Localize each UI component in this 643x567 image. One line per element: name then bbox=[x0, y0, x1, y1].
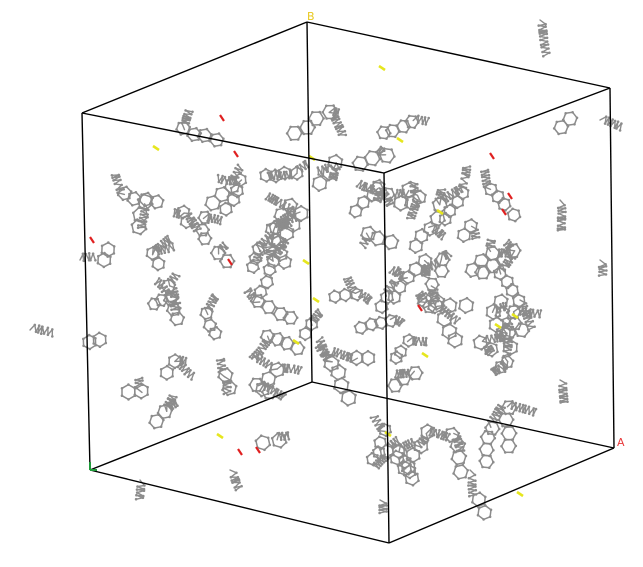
molecule bbox=[438, 165, 472, 227]
molecule bbox=[478, 403, 507, 470]
alkyl-chain bbox=[597, 259, 608, 277]
molecule bbox=[480, 168, 522, 223]
molecule bbox=[376, 114, 431, 140]
cell-edge-top-left bbox=[81, 21, 308, 114]
molecule bbox=[130, 193, 154, 236]
alkyl-chain bbox=[29, 323, 54, 338]
molecule bbox=[474, 238, 522, 280]
molecular-structures bbox=[29, 19, 623, 521]
cell-edge-back-left bbox=[306, 21, 313, 383]
molecule bbox=[374, 279, 400, 315]
aromatic-unit bbox=[96, 241, 116, 269]
origin-axis-marker bbox=[89, 462, 97, 471]
aromatic-unit bbox=[82, 331, 108, 351]
alkyl-chain bbox=[556, 199, 567, 232]
molecule bbox=[314, 336, 357, 407]
axis-label-a: A bbox=[617, 436, 625, 449]
molecule bbox=[148, 394, 179, 430]
molecule bbox=[328, 276, 373, 305]
molecule bbox=[172, 204, 202, 233]
alkyl-chain bbox=[229, 469, 243, 492]
molecule bbox=[421, 277, 441, 314]
molecule bbox=[387, 365, 424, 393]
molecule bbox=[110, 173, 165, 210]
molecule bbox=[311, 153, 344, 192]
cell-edge-front-bottom bbox=[89, 469, 390, 544]
alkyl-chain bbox=[599, 115, 623, 132]
molecule bbox=[248, 377, 288, 401]
molecule bbox=[259, 159, 310, 184]
molecule bbox=[359, 225, 400, 251]
cell-edge-front-left bbox=[81, 112, 91, 471]
molecule bbox=[248, 350, 303, 398]
molecule bbox=[264, 192, 299, 224]
molecule bbox=[243, 287, 299, 325]
molecule bbox=[330, 347, 376, 367]
molecule bbox=[472, 332, 506, 358]
alkyl-chain bbox=[537, 19, 551, 58]
alkyl-chain bbox=[378, 499, 388, 515]
cell-edge-front-top bbox=[81, 112, 385, 174]
alkyl-chain bbox=[134, 479, 146, 501]
cell-edge-front-right bbox=[383, 172, 390, 544]
molecule bbox=[353, 313, 406, 335]
molecule bbox=[464, 238, 501, 279]
molecule bbox=[160, 272, 186, 327]
molecule bbox=[427, 296, 464, 349]
molecule bbox=[348, 178, 395, 219]
molecule bbox=[204, 163, 244, 212]
cell-edge-right-vertical bbox=[609, 87, 615, 449]
molecule bbox=[251, 329, 306, 361]
molecule bbox=[389, 333, 428, 365]
alkyl-chain bbox=[467, 469, 478, 498]
molecule bbox=[175, 109, 225, 148]
aromatic-unit bbox=[552, 111, 579, 136]
molecule bbox=[371, 435, 420, 487]
molecule bbox=[245, 241, 266, 275]
molecule bbox=[408, 253, 433, 280]
molecule bbox=[254, 431, 291, 452]
cell-edge-top-right bbox=[383, 87, 611, 174]
aromatic-unit bbox=[471, 491, 493, 521]
molecule bbox=[408, 220, 447, 254]
cell-edge-bottom-right bbox=[388, 447, 615, 544]
alkyl-chain bbox=[558, 379, 569, 404]
axis-label-b: B bbox=[307, 10, 315, 23]
unit-cell-box bbox=[81, 21, 615, 544]
alkyl-chain bbox=[79, 252, 97, 263]
molecule bbox=[415, 290, 475, 315]
cell-edge-back-top bbox=[306, 21, 611, 89]
molecule bbox=[145, 234, 176, 272]
cell-edge-back-bottom-left bbox=[89, 381, 313, 471]
cell-edge-back-bottom-right bbox=[311, 381, 615, 449]
molecule bbox=[215, 357, 238, 397]
molecule bbox=[298, 308, 324, 342]
molecule bbox=[285, 104, 348, 141]
molecule bbox=[443, 426, 470, 481]
molecule bbox=[351, 145, 396, 172]
aromatic-unit bbox=[493, 293, 511, 322]
molecule bbox=[159, 353, 196, 381]
molecule bbox=[199, 293, 223, 341]
heteroatom-markers bbox=[89, 64, 524, 498]
molecule bbox=[429, 186, 463, 227]
molecule bbox=[365, 415, 393, 467]
molecule bbox=[209, 241, 236, 269]
molecule bbox=[497, 400, 538, 454]
aromatic-unit bbox=[500, 322, 531, 341]
molecule bbox=[456, 218, 481, 243]
molecule bbox=[120, 376, 149, 401]
molecule bbox=[393, 181, 417, 212]
molecule bbox=[194, 210, 223, 246]
